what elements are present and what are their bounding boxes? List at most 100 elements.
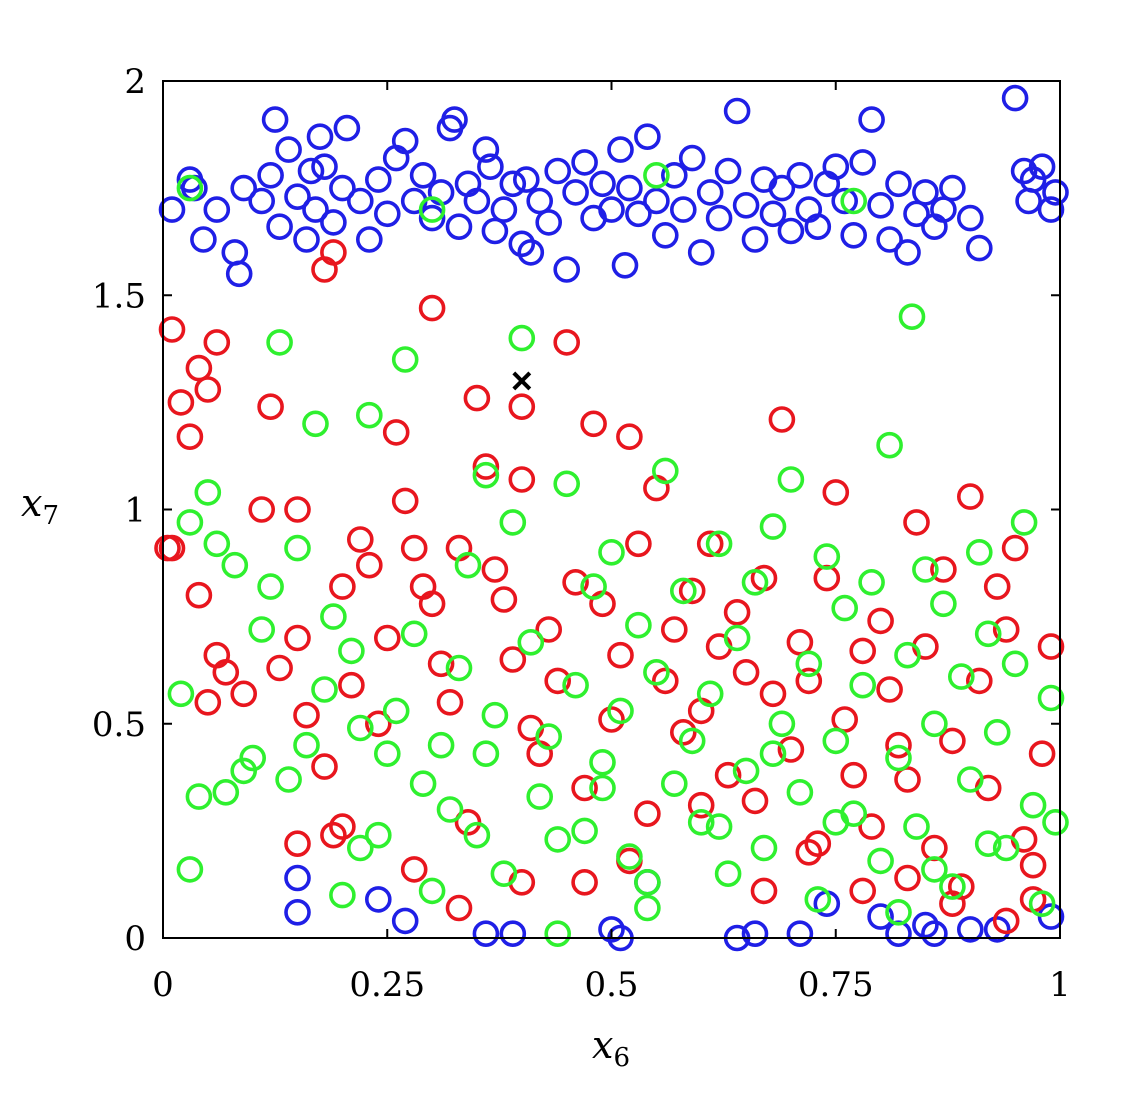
blue-point [284,183,311,210]
green-point [445,654,473,682]
x-tick-label: 0.75 [798,965,874,1005]
green-point [535,723,563,750]
blue-point [804,213,832,240]
y-axis-label: x7 [21,481,59,531]
blue-point [373,200,401,228]
green-point [355,401,383,429]
blue-point [939,174,966,202]
green-point [508,324,536,352]
green-point [346,714,374,742]
green-point [651,457,679,485]
red-point [320,821,347,849]
blue-point [1037,196,1065,223]
green-point [373,740,401,768]
red-point [400,534,428,562]
green-point [463,821,491,849]
blue-point [634,123,661,150]
red-point [355,551,383,579]
green-point [777,466,805,493]
blue-point [409,162,437,189]
green-point [992,834,1020,862]
red-point [1028,740,1056,768]
red-point [795,667,823,695]
blue-point [723,97,751,125]
green-point [634,894,661,922]
blue-point [867,903,894,930]
green-point [822,727,850,755]
red-point [965,667,993,695]
green-point [983,718,1011,746]
green-point [346,834,374,862]
green-point [329,881,356,909]
green-point [427,731,455,759]
green-point [364,821,392,849]
red-point [463,384,491,412]
green-point [544,826,572,853]
green-point [580,573,607,600]
green-point [571,817,598,845]
red-point [158,534,186,562]
green-point [302,410,329,438]
blue-point [472,920,500,948]
red-point [553,329,581,356]
red-point [741,787,769,815]
blue-point [1001,84,1029,112]
green-point [382,697,410,725]
green-point [643,658,670,686]
green-point [930,590,957,618]
red-point [885,731,912,759]
red-point [992,616,1020,643]
green-point [400,620,428,648]
red-point [678,577,706,605]
blue-point [391,907,419,935]
green-point [894,641,921,669]
blue-point [508,230,536,258]
blue-point [777,217,805,245]
green-point [840,187,868,215]
y-axis-label-main: x [21,481,42,525]
green-point [1037,684,1065,712]
green-point [454,551,482,579]
blue-point [912,179,939,206]
y-tick-label: 2 [124,62,146,102]
blue-point [230,174,257,202]
blue-point [885,170,912,198]
green-point [705,813,733,840]
blue-point [302,196,329,223]
red-point [804,830,832,858]
red-point [759,680,787,708]
blue-point [768,174,796,202]
blue-point [956,916,984,943]
green-point [921,710,948,738]
red-point [562,568,589,596]
red-point [212,658,240,686]
green-point [481,701,509,729]
red-point [669,718,697,746]
blue-point [660,162,688,189]
green-point [898,303,926,331]
red-point [535,616,563,643]
blue-point [921,920,948,948]
green-point [750,834,778,862]
red-point [822,479,850,506]
red-point [696,530,724,558]
blue-point [912,911,939,939]
red-point [750,877,778,905]
red-point [400,856,428,883]
green-point [1028,890,1056,918]
green-point [176,174,204,202]
red-point [598,706,625,733]
green-point [391,346,419,373]
green-point [248,616,276,643]
blue-point [625,200,652,228]
green-point [418,196,446,223]
green-point [490,860,518,888]
blue-point [849,149,877,176]
blue-point [1028,153,1056,180]
green-point [965,538,993,566]
red-point [956,483,984,510]
green-point [526,783,554,810]
green-point [176,856,204,883]
x-tick-label: 1 [1049,965,1071,1005]
blue-point [284,864,311,892]
